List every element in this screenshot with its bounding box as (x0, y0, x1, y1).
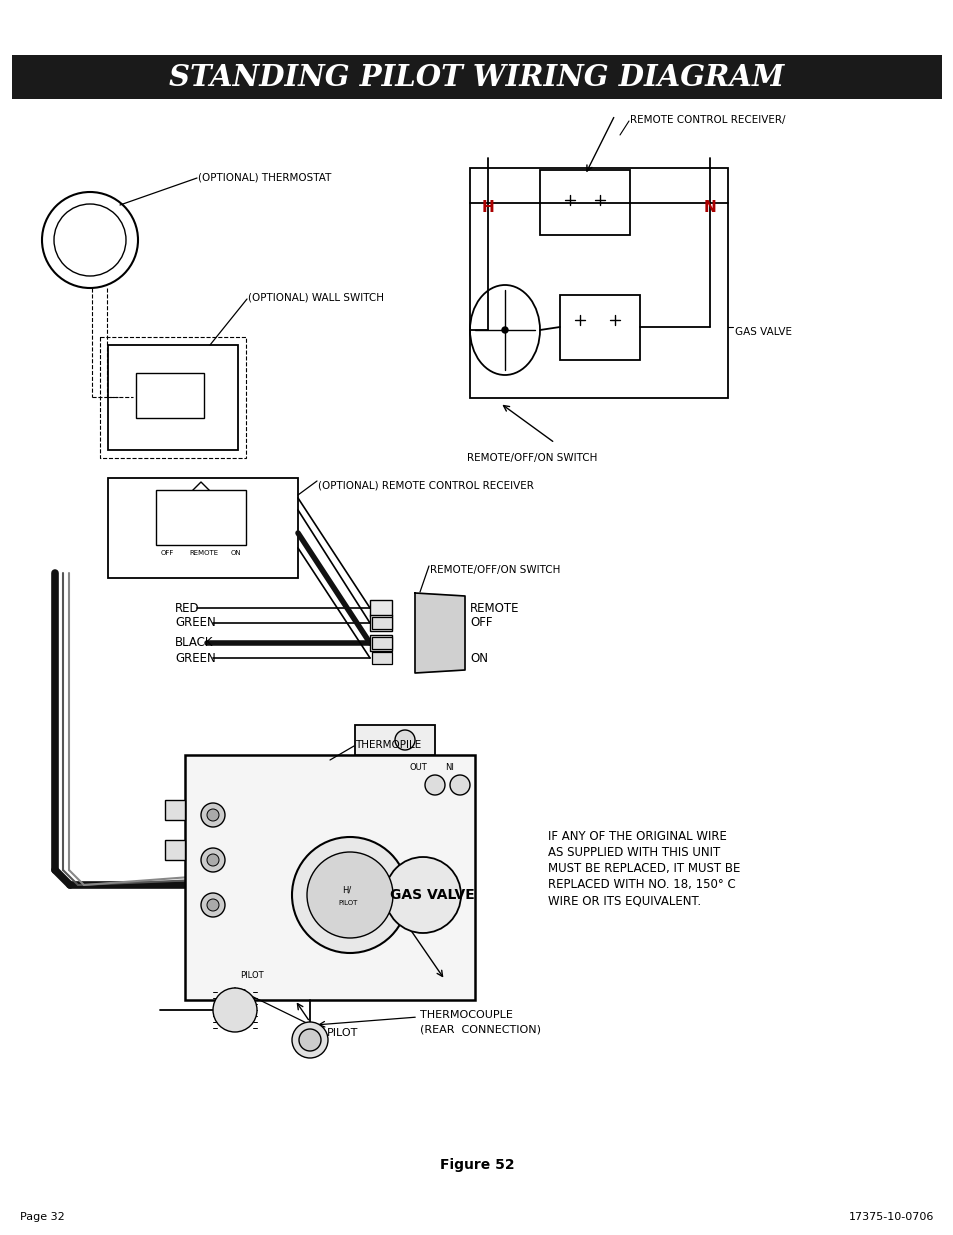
Text: STANDING PILOT WIRING DIAGRAM: STANDING PILOT WIRING DIAGRAM (170, 63, 783, 91)
Bar (372, 637, 392, 650)
Text: THERMOCOUPLE: THERMOCOUPLE (419, 1010, 513, 1020)
Text: GAS VALVE: GAS VALVE (734, 327, 791, 337)
Bar (165, 840, 185, 860)
Text: OUT: OUT (410, 763, 427, 772)
Text: MUST BE REPLACED, IT MUST BE: MUST BE REPLACED, IT MUST BE (547, 862, 740, 876)
Text: REMOTE/OFF/ON SWITCH: REMOTE/OFF/ON SWITCH (430, 564, 559, 576)
Bar (12, 56, 941, 99)
Bar (136, 373, 204, 417)
Bar (370, 615, 392, 631)
Text: ON: ON (231, 550, 241, 556)
Text: ON: ON (470, 652, 488, 664)
Circle shape (207, 899, 219, 911)
Bar (372, 652, 392, 664)
Text: NI: NI (444, 763, 454, 772)
Text: REMOTE CONTROL RECEIVER/: REMOTE CONTROL RECEIVER/ (629, 115, 784, 125)
Circle shape (292, 837, 408, 953)
Bar (185, 755, 475, 1000)
Circle shape (305, 1035, 314, 1045)
Text: REMOTE: REMOTE (470, 601, 519, 615)
Text: Page 32: Page 32 (20, 1212, 65, 1221)
Text: RED: RED (174, 601, 199, 615)
Text: PILOT: PILOT (240, 971, 263, 979)
Circle shape (207, 853, 219, 866)
Bar (108, 478, 297, 578)
Text: REMOTE: REMOTE (189, 550, 218, 556)
Bar (372, 618, 392, 629)
Circle shape (201, 848, 225, 872)
Text: (OPTIONAL) REMOTE CONTROL RECEIVER: (OPTIONAL) REMOTE CONTROL RECEIVER (317, 480, 534, 490)
Circle shape (220, 995, 250, 1025)
Text: THERMOPILE: THERMOPILE (355, 740, 421, 750)
Circle shape (227, 1002, 243, 1018)
Text: BLACK: BLACK (174, 636, 213, 650)
Circle shape (501, 327, 507, 333)
Bar (539, 170, 629, 235)
Text: 17375-10-0706: 17375-10-0706 (848, 1212, 933, 1221)
Circle shape (385, 857, 460, 932)
Text: H: H (481, 200, 494, 215)
Text: WIRE OR ITS EQUIVALENT.: WIRE OR ITS EQUIVALENT. (547, 894, 700, 906)
Text: H/: H/ (341, 885, 351, 894)
Circle shape (201, 893, 225, 918)
Bar (370, 600, 392, 616)
Text: AS SUPPLIED WITH THIS UNIT: AS SUPPLIED WITH THIS UNIT (547, 846, 720, 860)
Text: REPLACED WITH NO. 18, 150° C: REPLACED WITH NO. 18, 150° C (547, 878, 735, 890)
Circle shape (292, 1023, 328, 1058)
Bar (559, 295, 639, 359)
Text: GREEN: GREEN (174, 652, 215, 664)
Text: N: N (703, 200, 716, 215)
Bar (108, 345, 237, 450)
Text: GREEN: GREEN (174, 616, 215, 630)
Text: OFF: OFF (470, 616, 492, 630)
Circle shape (307, 852, 393, 939)
Bar (165, 800, 185, 820)
Bar (355, 725, 435, 755)
Circle shape (213, 988, 256, 1032)
Circle shape (424, 776, 444, 795)
Text: REMOTE/OFF/ON SWITCH: REMOTE/OFF/ON SWITCH (467, 453, 597, 463)
Text: GAS VALVE: GAS VALVE (390, 888, 475, 902)
Text: PILOT: PILOT (337, 900, 357, 906)
Text: OFF: OFF (161, 550, 174, 556)
Text: PILOT: PILOT (327, 1028, 358, 1037)
Text: Figure 52: Figure 52 (439, 1158, 514, 1172)
Bar (470, 168, 727, 398)
Circle shape (298, 1029, 320, 1051)
Text: IF ANY OF THE ORIGINAL WIRE: IF ANY OF THE ORIGINAL WIRE (547, 830, 726, 844)
Circle shape (207, 809, 219, 821)
Polygon shape (415, 593, 464, 673)
Text: (OPTIONAL) THERMOSTAT: (OPTIONAL) THERMOSTAT (198, 172, 331, 182)
Circle shape (395, 730, 415, 750)
Circle shape (201, 803, 225, 827)
Text: (OPTIONAL) WALL SWITCH: (OPTIONAL) WALL SWITCH (248, 293, 384, 303)
Bar (370, 635, 392, 651)
Bar (156, 490, 246, 545)
Bar (100, 337, 246, 458)
Circle shape (450, 776, 470, 795)
Text: (REAR  CONNECTION): (REAR CONNECTION) (419, 1025, 540, 1035)
